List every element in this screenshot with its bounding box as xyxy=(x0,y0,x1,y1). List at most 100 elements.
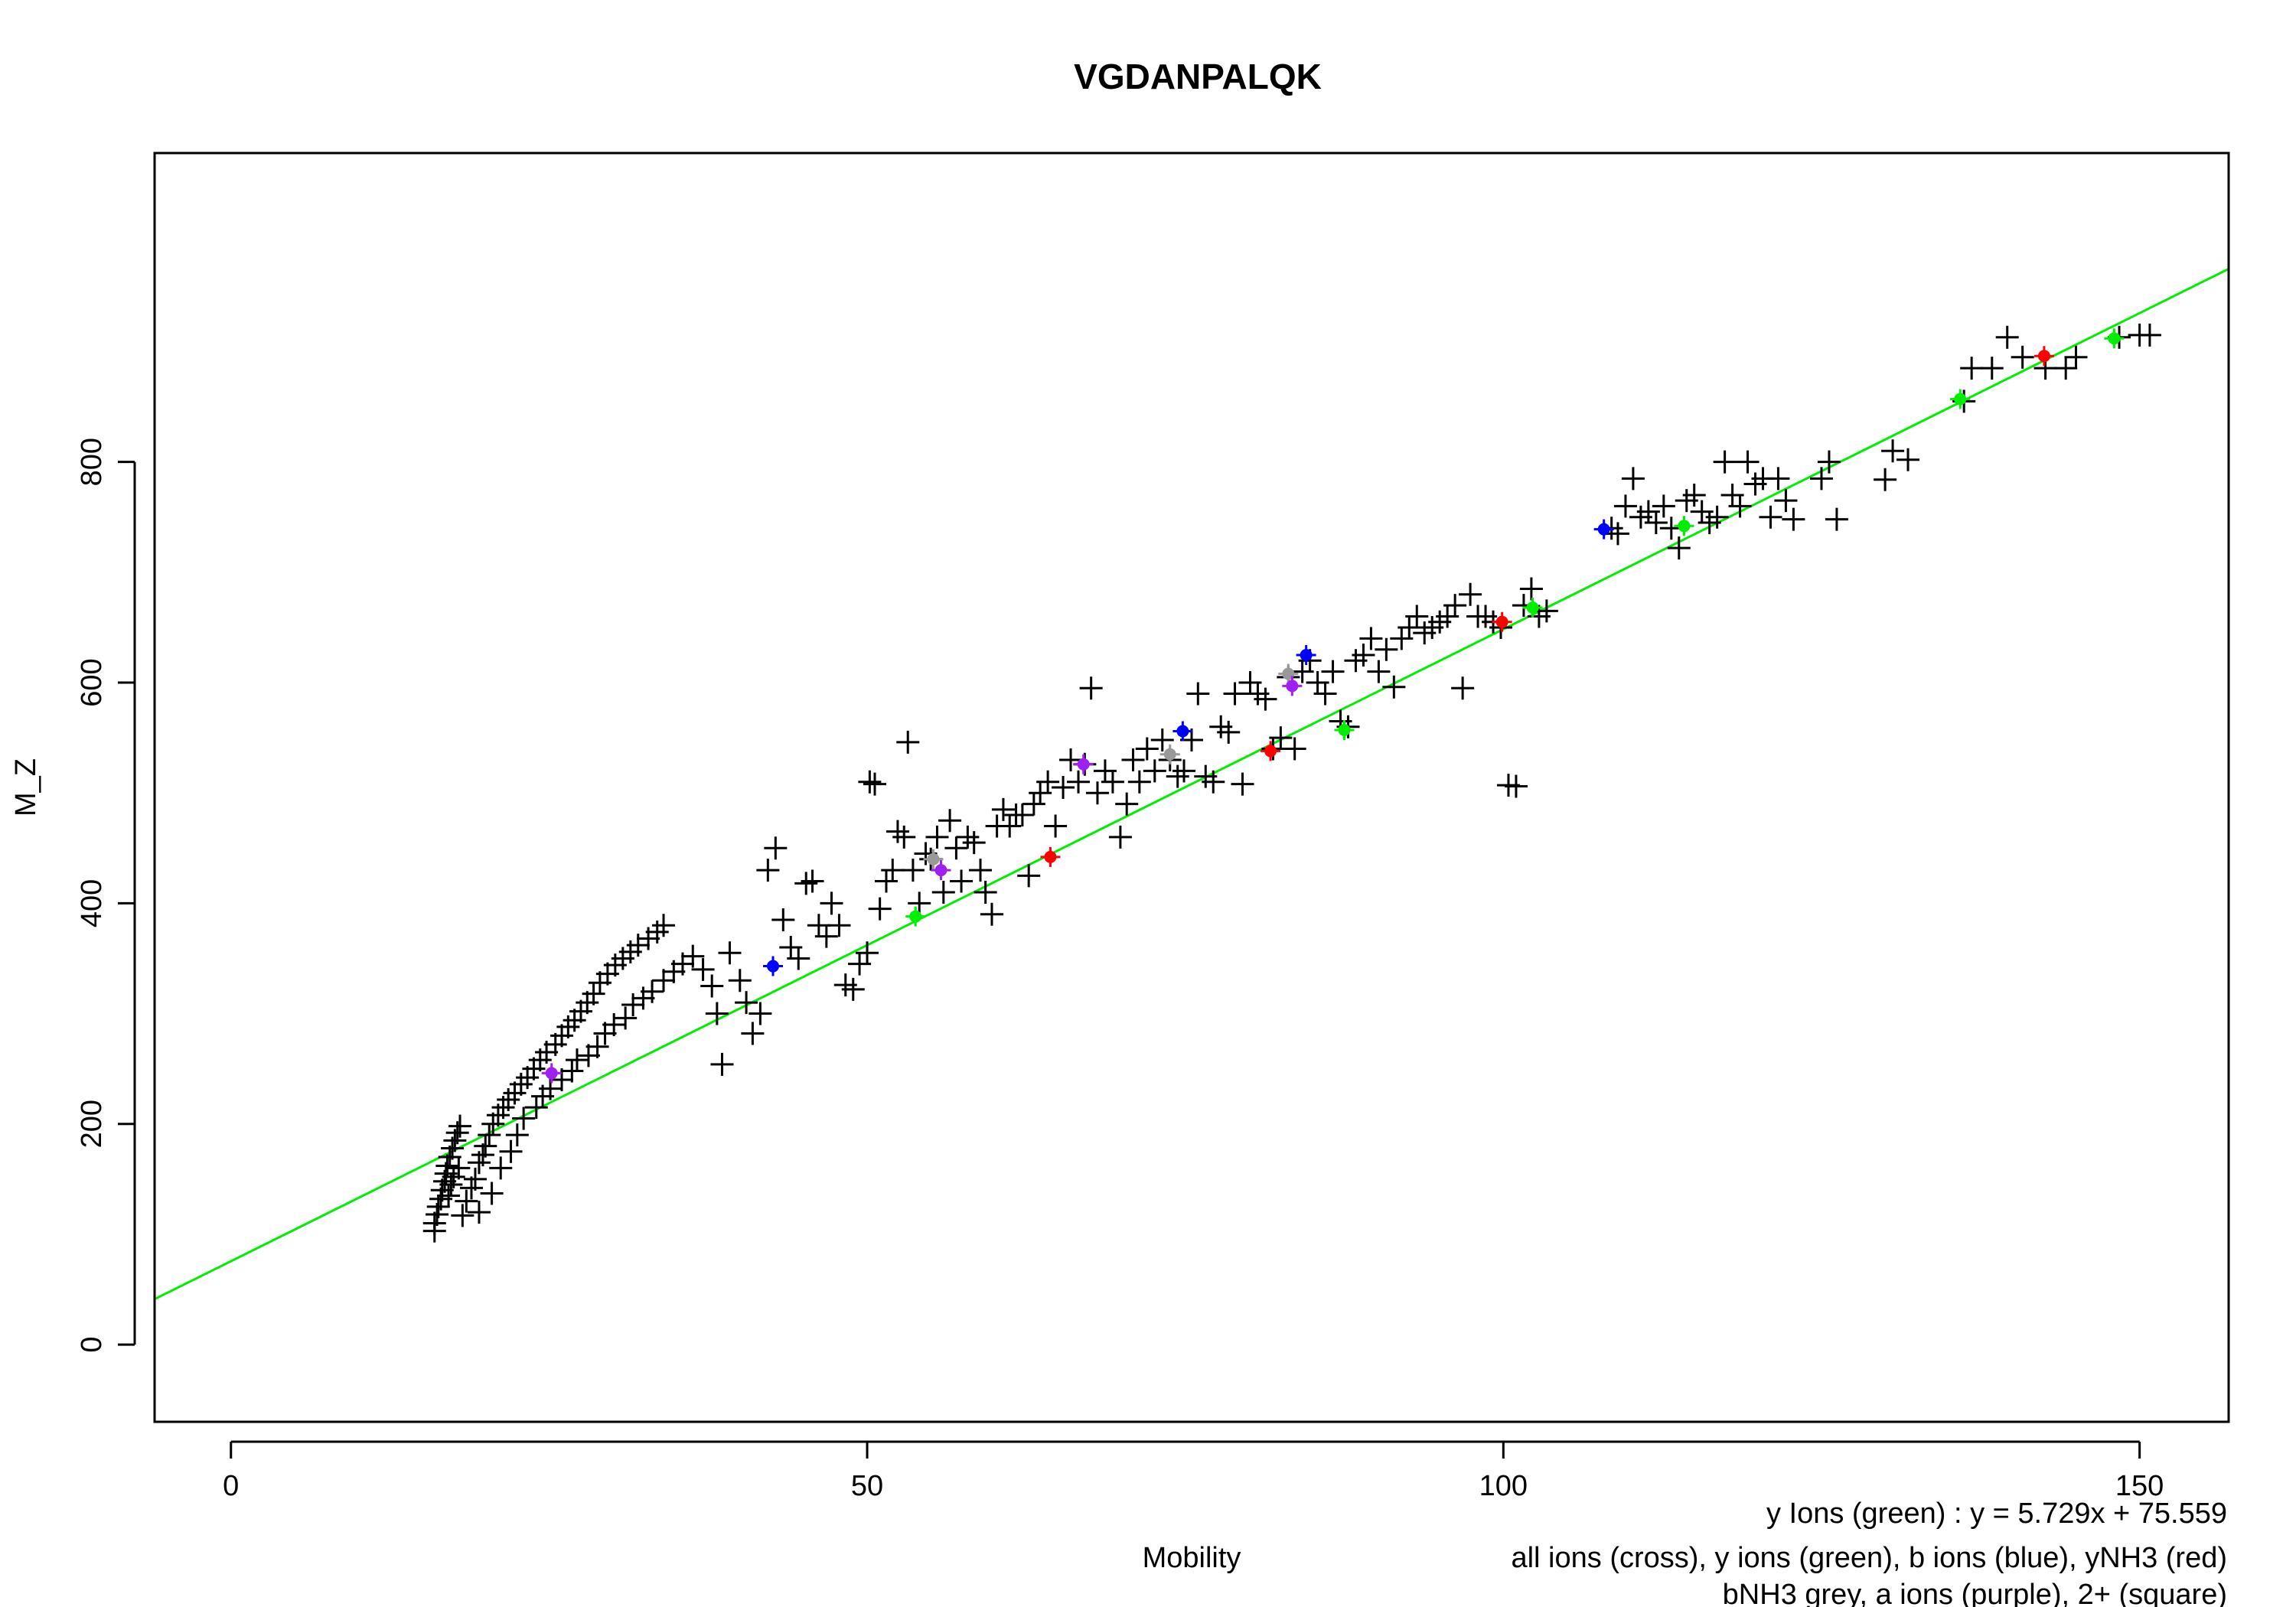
data-point-cross xyxy=(2011,345,2034,369)
data-point-cross xyxy=(1186,682,1210,706)
data-point-cross xyxy=(1682,483,1706,507)
data-point xyxy=(1495,615,1508,628)
data-point-cross xyxy=(718,941,742,965)
series-group xyxy=(1040,346,2054,867)
data-point xyxy=(1678,520,1691,533)
data-point-cross xyxy=(2054,357,2078,380)
data-point-cross xyxy=(944,836,968,860)
data-point-cross xyxy=(560,1059,584,1083)
data-point-cross xyxy=(1980,357,2004,380)
data-point-cross xyxy=(463,1167,487,1191)
data-point-cross xyxy=(1375,637,1398,661)
data-point-cross xyxy=(593,1022,617,1045)
data-point-cross xyxy=(962,831,986,855)
data-point-cross xyxy=(1606,522,1629,546)
data-point-cross xyxy=(1960,357,1984,380)
data-point-cross xyxy=(801,869,824,893)
data-point-cross xyxy=(1217,720,1241,744)
data-point-cross xyxy=(1067,770,1091,794)
data-point-cross xyxy=(950,869,974,893)
data-point-cross xyxy=(614,1006,638,1030)
data-point-cross xyxy=(1352,643,1375,667)
data-point-cross xyxy=(550,1068,574,1092)
data-point-cross xyxy=(1108,825,1132,849)
series-group xyxy=(541,676,1303,1084)
data-point xyxy=(2037,350,2050,363)
data-point-cross xyxy=(735,991,758,1015)
data-point-cross xyxy=(1254,687,1277,711)
data-point-cross xyxy=(925,825,949,849)
data-point-cross xyxy=(1359,627,1383,650)
data-point-cross xyxy=(438,1145,461,1169)
data-point-cross xyxy=(1382,675,1406,699)
data-point-cross xyxy=(956,825,980,849)
data-point-cross xyxy=(1283,737,1306,761)
data-point-cross xyxy=(938,809,962,833)
y-tick-label: 800 xyxy=(76,438,108,486)
data-point xyxy=(1597,523,1610,536)
data-point-cross xyxy=(1127,770,1151,794)
data-point-cross xyxy=(856,941,879,965)
data-point-cross xyxy=(820,892,843,915)
data-point-cross xyxy=(1166,764,1189,788)
data-point-cross xyxy=(705,1002,729,1025)
data-point-cross xyxy=(503,1081,527,1105)
data-point-cross xyxy=(681,944,705,968)
data-point-cross xyxy=(1995,325,2019,349)
data-point-cross xyxy=(710,1052,734,1076)
data-point-cross xyxy=(980,902,1003,926)
data-point-cross xyxy=(1621,467,1645,491)
data-point-cross xyxy=(1044,814,1068,838)
data-point-cross xyxy=(931,880,955,904)
data-point-cross xyxy=(2138,323,2161,347)
data-point-cross xyxy=(524,1096,548,1120)
data-point-cross xyxy=(467,1201,491,1224)
fit-equation-label: y Ions (green) : y = 5.729x + 75.559 xyxy=(1766,1498,2227,1530)
data-point-cross xyxy=(1881,439,1905,463)
data-point-cross xyxy=(1782,507,1805,531)
data-point-cross xyxy=(1367,660,1391,683)
data-point-cross xyxy=(1825,507,1848,531)
data-point-cross xyxy=(652,914,676,937)
data-point-cross xyxy=(448,1114,472,1138)
regression-line xyxy=(155,268,2229,1301)
data-point xyxy=(2108,332,2121,345)
data-point-cross xyxy=(741,1022,765,1045)
data-point-cross xyxy=(1059,748,1083,771)
data-point-cross xyxy=(1874,468,1897,491)
data-point-cross xyxy=(2064,345,2088,369)
data-point-cross xyxy=(1313,682,1337,706)
data-point-cross xyxy=(863,772,887,796)
data-point xyxy=(1300,648,1313,661)
data-point-cross xyxy=(1644,510,1668,534)
data-point-cross xyxy=(1101,770,1124,794)
data-point-cross xyxy=(901,859,925,882)
data-point-cross xyxy=(1736,450,1760,474)
data-point-cross xyxy=(435,1154,459,1178)
data-point-cross xyxy=(1809,467,1833,491)
data-point-cross xyxy=(787,947,810,970)
data-point-cross xyxy=(459,1176,483,1200)
data-point-cross xyxy=(582,982,605,1006)
data-point-cross xyxy=(874,869,898,893)
data-point-cross xyxy=(841,977,865,1001)
data-point-cross xyxy=(885,820,909,843)
y-tick-label: 400 xyxy=(76,879,108,927)
data-point-cross xyxy=(700,974,724,998)
data-point-cross xyxy=(1010,804,1034,827)
data-point-cross xyxy=(881,859,905,882)
y-tick-label: 200 xyxy=(76,1100,108,1148)
data-point xyxy=(1163,748,1176,761)
data-point-cross xyxy=(1052,776,1075,799)
data-point xyxy=(1264,745,1277,758)
data-point-cross xyxy=(1451,676,1475,700)
data-point xyxy=(767,960,780,973)
data-point-cross xyxy=(1534,599,1558,623)
data-point-cross xyxy=(1713,450,1737,474)
data-point-cross xyxy=(1459,582,1482,606)
data-point-cross xyxy=(1405,605,1429,628)
chart-title: VGDANPALQK xyxy=(1074,57,1322,96)
data-point-cross xyxy=(652,969,676,993)
data-point xyxy=(1954,393,1967,406)
series-group xyxy=(763,519,1614,976)
